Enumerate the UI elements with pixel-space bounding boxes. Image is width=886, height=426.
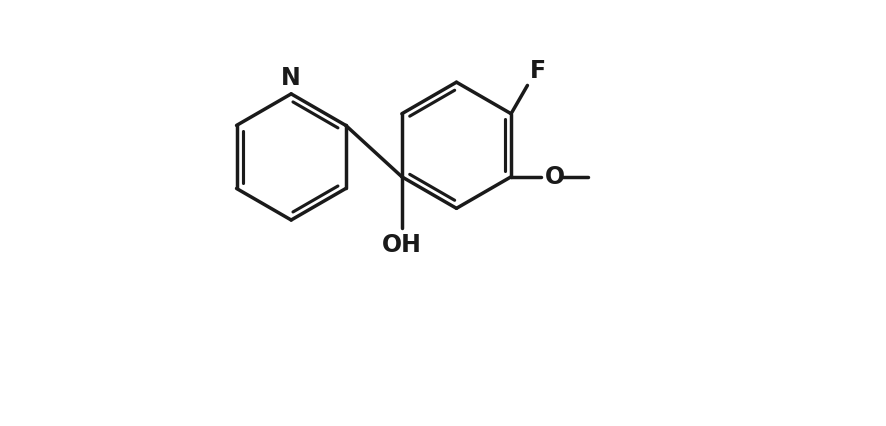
Text: N: N — [281, 66, 301, 90]
Text: OH: OH — [382, 233, 422, 257]
Text: F: F — [530, 59, 546, 83]
Text: O: O — [545, 165, 565, 189]
